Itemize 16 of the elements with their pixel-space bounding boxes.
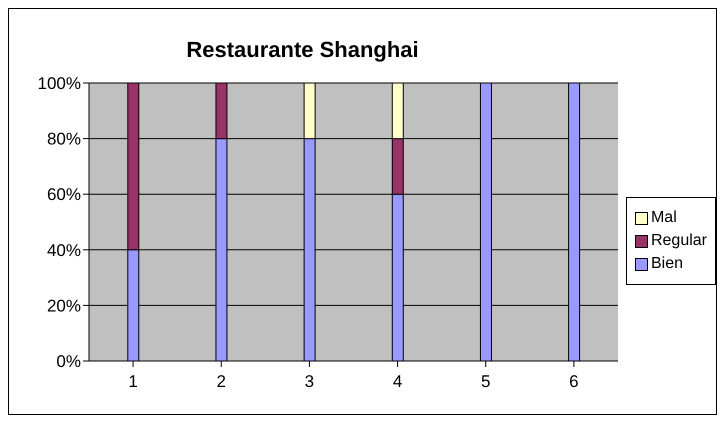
x-tick-label: 2 <box>216 372 226 392</box>
y-tick-label: 100% <box>38 74 81 94</box>
y-tick-label: 0% <box>56 352 81 372</box>
x-tick-label: 1 <box>128 372 138 392</box>
y-tick-label: 40% <box>46 240 81 260</box>
y-tick-label: 80% <box>46 130 81 149</box>
y-tick-label: 60% <box>46 185 81 204</box>
legend-label: Regular <box>650 232 707 250</box>
y-tick-label: 20% <box>46 296 81 316</box>
legend-label: Mal <box>650 209 677 227</box>
x-tick-label: 6 <box>569 372 579 392</box>
x-tick-label: 3 <box>304 372 314 392</box>
chart-title: Restaurante Shanghai <box>185 36 420 64</box>
legend-label: Bien <box>650 255 683 273</box>
x-tick-label: 4 <box>392 372 402 392</box>
x-tick-label: 5 <box>480 372 490 392</box>
